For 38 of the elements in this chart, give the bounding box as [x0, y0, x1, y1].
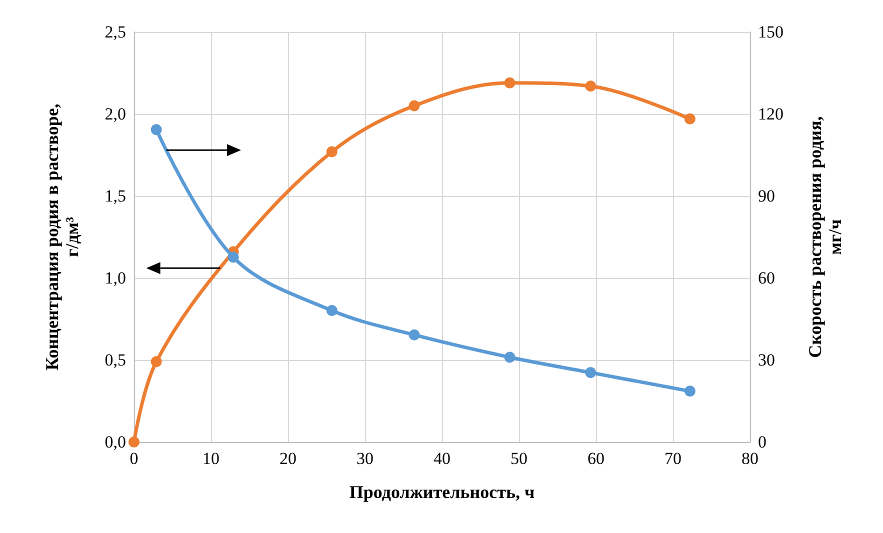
point [408, 329, 420, 340]
y-tick-label: 0,5 [104, 350, 126, 370]
point [585, 80, 596, 92]
y2-tick-label: 0 [758, 432, 766, 452]
y-axis-title: Концентрация родия в растворе, г/дм³ [42, 104, 82, 370]
x-tick-label: 50 [510, 449, 528, 468]
y2-tick-label: 120 [758, 104, 784, 124]
point [504, 77, 516, 88]
point [150, 124, 162, 136]
point [684, 113, 696, 124]
point [684, 386, 696, 397]
point [504, 352, 516, 363]
x-tick-label: 40 [434, 449, 450, 468]
x-tick-label: 70 [664, 449, 682, 468]
x-tick-label: 80 [742, 449, 758, 468]
x-tick-label: 60 [588, 449, 604, 468]
x-tick-label: 30 [356, 449, 374, 468]
point [408, 100, 420, 112]
y-tick-label: 1,5 [104, 186, 126, 206]
y2-axis-title: Скорость растворения родия, мг/ч [805, 116, 845, 358]
y-tick-label: 2,5 [104, 22, 126, 42]
y-tick-label: 0,0 [104, 432, 126, 452]
point [326, 146, 338, 158]
y2-tick-label: 90 [758, 186, 775, 206]
point [128, 436, 140, 448]
x-tick-label: 20 [280, 449, 296, 468]
point [326, 305, 338, 316]
point [228, 252, 239, 263]
y-tick-label: 2,0 [104, 104, 126, 124]
y2-tick-label: 30 [758, 350, 775, 370]
x-tick-label: 10 [202, 449, 220, 468]
point [150, 356, 162, 368]
y2-tick-label: 150 [758, 22, 784, 42]
point [585, 367, 596, 378]
y2-tick-label: 60 [758, 268, 775, 288]
y-tick-label: 1,0 [104, 268, 126, 288]
x-axis-title: Продолжительность, ч [349, 482, 535, 502]
x-tick-label: 0 [130, 449, 138, 468]
